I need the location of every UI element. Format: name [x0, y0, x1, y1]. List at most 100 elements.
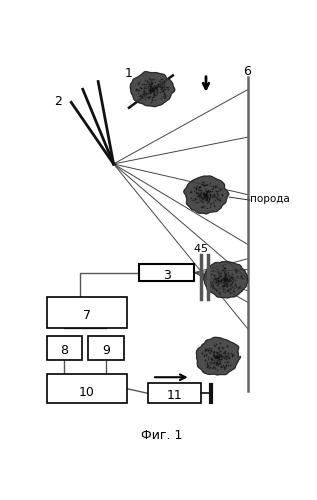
Point [219, 266, 224, 274]
Point [139, 90, 145, 98]
Point [149, 85, 154, 93]
Point [218, 272, 223, 280]
Point [215, 190, 220, 198]
Point [216, 352, 221, 360]
Point [208, 204, 213, 212]
Point [197, 194, 202, 202]
Point [215, 366, 220, 374]
Point [216, 345, 221, 353]
Point [162, 94, 167, 102]
Point [225, 270, 230, 278]
Point [161, 87, 166, 95]
Point [142, 88, 147, 96]
Point [155, 87, 160, 95]
Point [144, 82, 149, 90]
Point [214, 358, 219, 366]
Point [217, 272, 222, 280]
Point [204, 194, 209, 202]
Point [218, 352, 223, 360]
Point [153, 80, 158, 88]
Point [223, 275, 228, 283]
Point [204, 190, 209, 198]
Point [211, 190, 216, 198]
Point [222, 354, 227, 362]
Point [136, 90, 141, 98]
Point [147, 84, 152, 92]
Point [204, 188, 209, 196]
Point [147, 86, 152, 94]
Point [204, 360, 209, 368]
Point [199, 192, 204, 200]
Point [217, 352, 222, 360]
Point [151, 88, 156, 96]
Point [224, 268, 229, 276]
Point [226, 275, 231, 283]
Point [218, 354, 223, 362]
Point [207, 349, 212, 357]
Point [238, 272, 243, 280]
Point [146, 93, 152, 101]
Point [134, 84, 139, 92]
Point [201, 351, 206, 359]
Point [215, 353, 220, 361]
Point [202, 190, 207, 198]
Point [201, 194, 206, 202]
Point [151, 86, 156, 94]
Point [223, 349, 228, 357]
Point [149, 87, 154, 95]
Point [146, 80, 152, 88]
Point [213, 354, 218, 362]
Point [154, 83, 159, 91]
Point [214, 358, 219, 366]
Point [221, 279, 226, 287]
Point [226, 286, 231, 294]
Point [223, 276, 228, 284]
Point [141, 80, 146, 88]
Point [199, 202, 204, 210]
Point [159, 75, 164, 83]
Point [201, 192, 206, 200]
Point [208, 346, 213, 354]
Point [225, 352, 230, 360]
Point [227, 352, 232, 360]
Point [197, 190, 202, 198]
Point [218, 364, 223, 372]
Point [193, 182, 198, 190]
Point [145, 79, 150, 87]
Point [204, 364, 210, 372]
Point [194, 198, 199, 206]
Polygon shape [184, 176, 229, 214]
Point [197, 196, 203, 204]
Text: 8: 8 [60, 344, 68, 357]
Point [222, 276, 227, 284]
Point [151, 90, 156, 98]
Point [220, 276, 225, 284]
Point [206, 190, 211, 198]
Point [207, 194, 212, 202]
Point [148, 82, 153, 90]
Point [225, 342, 230, 350]
Point [192, 195, 197, 203]
Point [231, 287, 236, 295]
Point [218, 186, 223, 194]
Point [149, 83, 154, 91]
Point [223, 360, 229, 368]
Point [201, 192, 206, 200]
Point [150, 75, 155, 83]
Point [208, 192, 213, 200]
Point [206, 348, 211, 356]
Point [204, 190, 209, 198]
Point [202, 178, 207, 186]
Point [228, 280, 233, 288]
Point [204, 351, 209, 359]
Point [210, 184, 215, 192]
Point [150, 86, 155, 94]
Text: 1: 1 [125, 67, 133, 80]
Point [217, 348, 222, 356]
Point [225, 286, 230, 294]
Point [221, 348, 226, 356]
Point [152, 90, 157, 98]
Point [204, 190, 209, 198]
Point [222, 363, 227, 371]
Point [215, 353, 220, 361]
